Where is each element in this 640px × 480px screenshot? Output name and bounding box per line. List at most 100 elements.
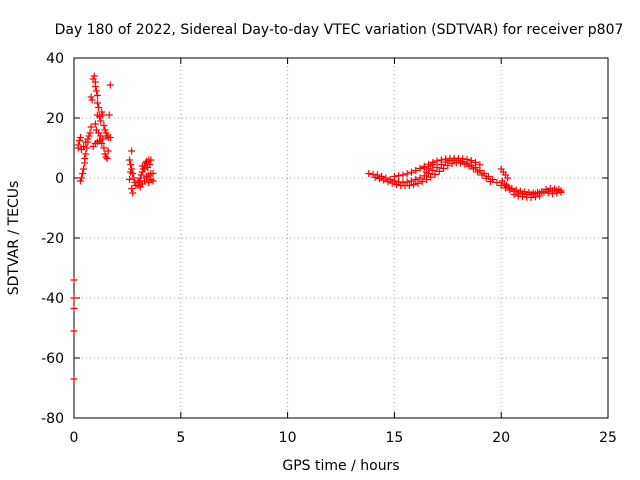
data-point [487, 178, 495, 186]
y-tick-label: 20 [46, 111, 64, 127]
data-point [136, 174, 144, 182]
data-point [106, 81, 114, 89]
data-point [80, 165, 88, 173]
data-point [130, 174, 138, 182]
data-point [510, 191, 518, 198]
data-point [82, 150, 90, 158]
data-point [91, 120, 99, 128]
data-point [407, 177, 415, 185]
data-point [85, 132, 93, 140]
data-point [512, 186, 520, 194]
data-point [86, 129, 94, 137]
data-point [412, 176, 420, 183]
data-point [474, 168, 482, 176]
data-point [508, 185, 516, 192]
data-point [77, 174, 85, 182]
y-tick-label: -60 [41, 351, 64, 367]
x-axis-label: GPS time / hours [282, 458, 399, 474]
data-point [478, 171, 486, 179]
data-point [92, 87, 100, 95]
data-point [433, 157, 441, 165]
data-point [100, 122, 108, 129]
data-point [98, 140, 106, 147]
data-point [81, 155, 89, 162]
data-point [126, 176, 134, 183]
data-point [103, 132, 111, 140]
data-point [420, 164, 428, 171]
data-point [142, 159, 150, 167]
data-point [103, 155, 111, 162]
data-point [410, 181, 418, 189]
data-point [482, 174, 490, 182]
y-tick-label: -20 [41, 231, 64, 247]
data-point [440, 164, 448, 172]
data-point [91, 83, 99, 90]
data-point [505, 183, 513, 191]
data-point [422, 176, 430, 183]
data-point [93, 92, 101, 99]
data-point [105, 111, 113, 119]
grid-lines [74, 58, 608, 418]
data-point [467, 157, 475, 165]
data-point [399, 171, 407, 179]
data-point [100, 144, 108, 152]
data-point [70, 375, 78, 383]
data-point [101, 150, 109, 158]
data-point [88, 96, 96, 104]
data-point [531, 193, 539, 201]
data-point [75, 137, 83, 144]
data-point [127, 161, 135, 168]
data-point [84, 135, 92, 143]
data-point [493, 179, 501, 186]
data-point [99, 111, 107, 119]
data-point [388, 179, 396, 187]
data-point [149, 170, 157, 177]
data-point [99, 135, 107, 143]
data-point [461, 160, 469, 168]
data-point [146, 161, 154, 168]
data-point [429, 167, 437, 174]
data-point [448, 160, 456, 168]
x-tick-label: 20 [492, 430, 510, 446]
data-point [420, 172, 428, 180]
x-tick-label: 15 [385, 430, 403, 446]
data-point [435, 167, 443, 175]
data-point [70, 327, 78, 335]
data-point [457, 159, 465, 167]
data-point [76, 134, 84, 141]
data-point [534, 188, 542, 196]
data-point [429, 161, 437, 168]
data-point [390, 173, 398, 180]
data-point [143, 173, 151, 180]
data-point [140, 165, 148, 173]
data-point [101, 126, 109, 134]
data-point [127, 168, 135, 176]
data-point [70, 305, 78, 312]
y-tick-label: -80 [41, 411, 64, 427]
data-point [403, 170, 411, 178]
data-point [476, 161, 484, 169]
data-point [79, 170, 87, 177]
data-point [70, 276, 78, 284]
data-point [375, 175, 383, 183]
data-points [70, 72, 565, 383]
data-point [469, 165, 477, 173]
y-tick-label: 40 [46, 51, 64, 67]
data-point [536, 192, 544, 200]
chart-title: Day 180 of 2022, Sidereal Day-to-day VTE… [55, 22, 624, 38]
axis-ticks: 0 5 10 15 20 25 -80 -60 -40 -20 0 20 40 [41, 51, 617, 446]
y-tick-label: 0 [55, 171, 64, 187]
data-point [472, 158, 480, 166]
data-point [427, 173, 435, 181]
x-tick-label: 10 [279, 430, 297, 446]
data-point [93, 99, 101, 107]
data-point [137, 171, 145, 179]
data-point [416, 174, 424, 182]
data-point [102, 129, 110, 137]
x-tick-label: 5 [176, 430, 185, 446]
data-point [405, 182, 413, 189]
data-point [542, 185, 550, 193]
data-point [80, 143, 88, 150]
data-point [106, 134, 114, 141]
x-tick-label: 25 [599, 430, 617, 446]
